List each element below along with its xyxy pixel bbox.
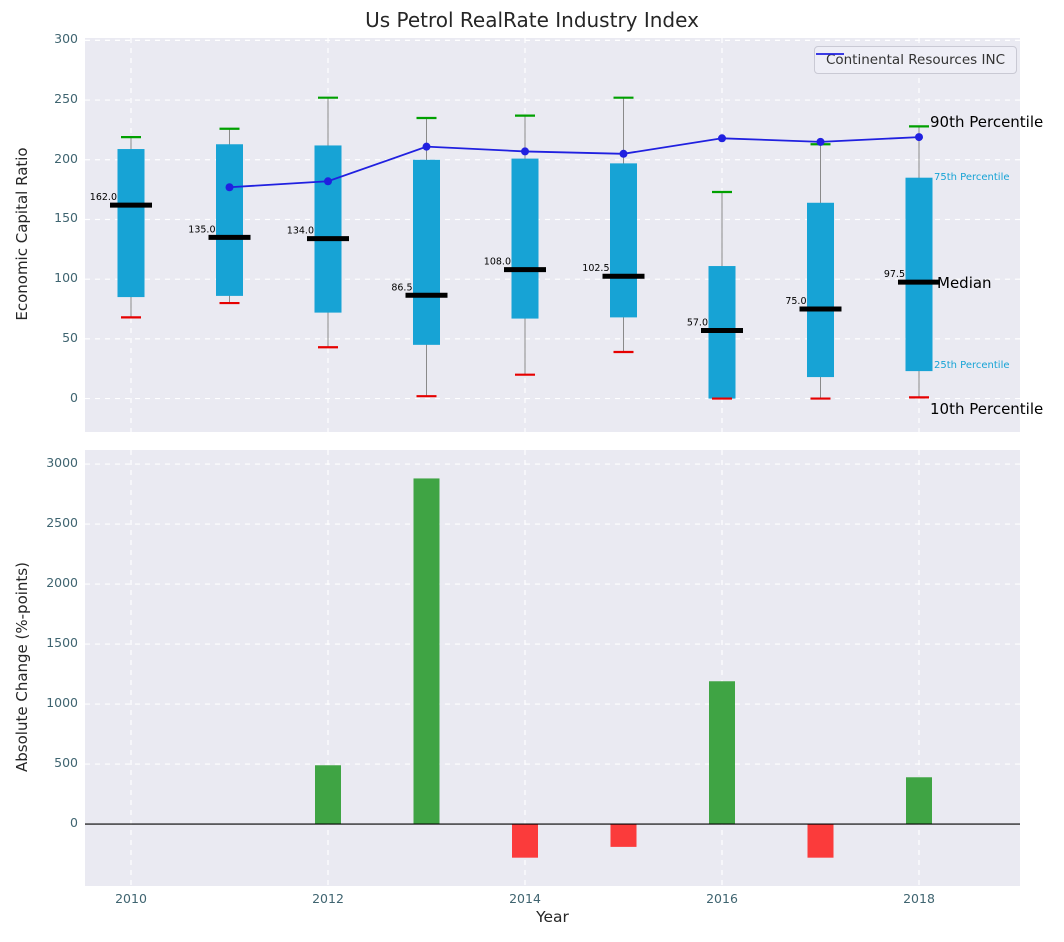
company-point-2017 (816, 137, 825, 146)
legend: Continental Resources INC (813, 46, 1017, 74)
chart-title: Us Petrol RealRate Industry Index (365, 8, 699, 32)
company-point-2015 (619, 149, 628, 158)
x-tick-labels: 2010 2012 2014 2016 2018 (85, 891, 1020, 909)
company-point-2013 (422, 142, 431, 151)
median-label-2011: 135.0 (188, 224, 215, 235)
median-label-2014: 108.0 (484, 257, 511, 268)
annotation-75th-percentile: 75th Percentile (934, 171, 1010, 183)
legend-line-sample (815, 53, 844, 55)
iqr-box-2011 (216, 144, 243, 296)
annotation-90th-percentile: 90th Percentile (930, 112, 1044, 131)
median-label-2010: 162.0 (90, 192, 117, 203)
annotation-median: Median (937, 273, 992, 292)
iqr-box-2018 (905, 177, 933, 372)
x-tick-2012: 2012 (312, 891, 344, 906)
iqr-box-2010 (117, 149, 145, 298)
bottom-y-tick-labels: 0 500 1000 1500 2000 2500 3000 (28, 450, 78, 886)
median-label-2013: 86.5 (391, 282, 412, 293)
top-y-tick-300: 300 (54, 31, 78, 47)
legend-label: Continental Resources INC (825, 52, 1005, 68)
iqr-box-2015 (610, 163, 637, 318)
top-y-tick-200: 200 (54, 150, 78, 166)
x-tick-2010: 2010 (115, 891, 147, 906)
x-tick-2014: 2014 (509, 891, 541, 906)
change-bar-2014 (512, 824, 538, 858)
median-label-2018: 97.5 (884, 269, 905, 280)
company-point-2012 (324, 177, 332, 186)
company-point-2011 (225, 183, 234, 192)
iqr-box-2012 (314, 145, 342, 313)
top-plot-area: 162.0 135.0 134.0 86.5 108.0 102.5 57.0 75.0 97.… (85, 38, 1020, 432)
x-axis-label: Year (536, 908, 569, 926)
bottom-y-tick-1500: 1500 (46, 635, 78, 651)
top-y-tick-100: 100 (54, 270, 78, 286)
bottom-plot-area (85, 450, 1020, 886)
change-bar-2017 (807, 824, 834, 858)
median-label-2015: 102.5 (582, 263, 609, 274)
company-point-2014 (521, 147, 529, 156)
iqr-box-2014 (511, 158, 539, 319)
annotation-25th-percentile: 25th Percentile (934, 360, 1010, 372)
change-bar-2015 (610, 824, 637, 847)
x-tick-2016: 2016 (706, 891, 738, 906)
annotation-10th-percentile: 10th Percentile (930, 400, 1044, 419)
change-bar-2016 (709, 681, 735, 825)
median-label-2016: 57.0 (687, 318, 708, 329)
bottom-y-tick-2500: 2500 (46, 515, 78, 531)
median-label-2017: 75.0 (785, 296, 806, 307)
company-point-2018 (915, 133, 923, 142)
iqr-box-2013 (413, 159, 440, 345)
top-y-tick-labels: 0 50 100 150 200 250 300 (28, 31, 78, 432)
change-bar-2012 (315, 765, 341, 825)
bottom-y-tick-0: 0 (70, 815, 78, 831)
boxplot-chart: 162.0 135.0 134.0 86.5 108.0 102.5 57.0 75.0 97.… (85, 38, 1020, 432)
bottom-y-tick-500: 500 (54, 755, 78, 771)
company-point-2016 (718, 134, 726, 143)
bottom-y-tick-3000: 3000 (46, 455, 78, 471)
top-y-tick-50: 50 (62, 329, 78, 345)
median-label-2012: 134.0 (287, 226, 314, 237)
x-tick-2018: 2018 (903, 891, 935, 906)
change-bar-2018 (906, 777, 932, 825)
bottom-y-tick-2000: 2000 (46, 575, 78, 591)
iqr-box-2017 (807, 202, 834, 378)
change-bar-2013 (413, 478, 440, 825)
bottom-y-tick-1000: 1000 (46, 695, 78, 711)
bar-chart (85, 450, 1020, 886)
company-line (229, 136, 920, 189)
top-y-tick-250: 250 (54, 91, 78, 107)
top-y-tick-0: 0 (70, 389, 78, 405)
top-y-tick-150: 150 (54, 210, 78, 226)
